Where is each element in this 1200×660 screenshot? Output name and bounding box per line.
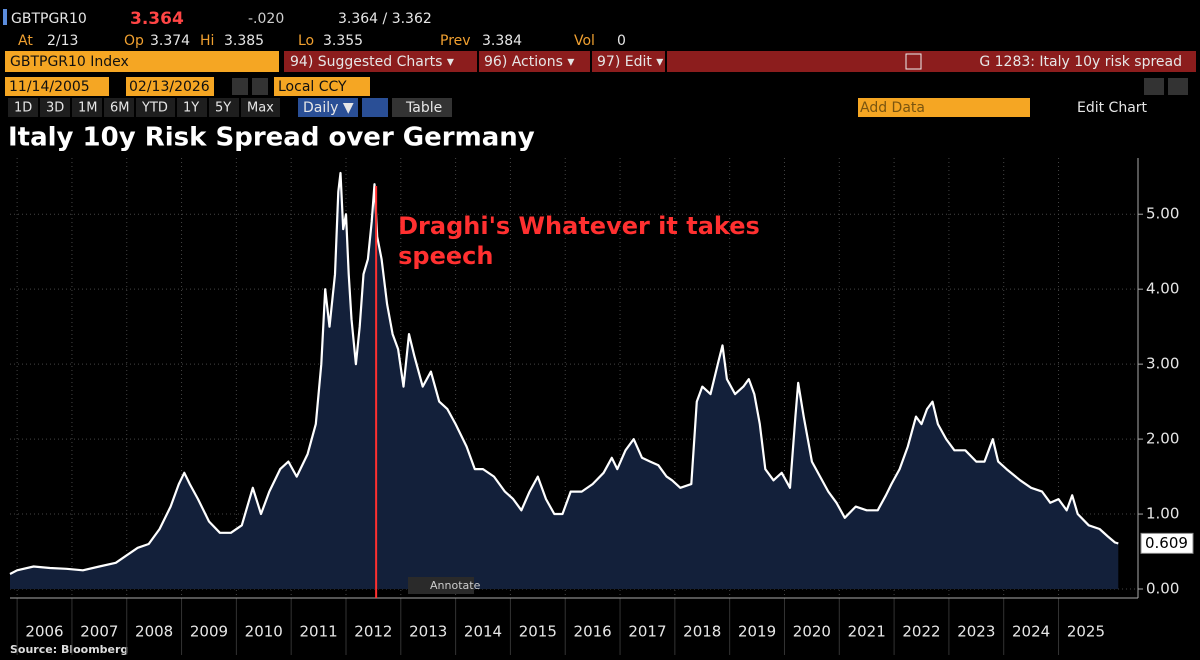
x-tick-label: 2025: [1067, 623, 1105, 641]
start-date-box[interactable]: [5, 77, 109, 96]
bid-ask: 3.364 / 3.362: [338, 11, 432, 27]
table-view[interactable]: Table: [405, 100, 442, 116]
x-tick-label: 2010: [245, 623, 283, 641]
range-box[interactable]: [209, 98, 239, 117]
x-tick-label: 2009: [190, 623, 228, 641]
index-box[interactable]: [5, 51, 279, 72]
stat-label: Op: [124, 33, 144, 49]
frequency-box[interactable]: [298, 98, 358, 117]
y-tick-label: 3.00: [1146, 355, 1179, 373]
x-tick-label: 2023: [957, 623, 995, 641]
add-data-box[interactable]: [858, 98, 1030, 117]
annotation-text: Draghi's Whatever it takes: [398, 212, 760, 240]
range-item[interactable]: 6M: [110, 101, 130, 116]
x-tick-label: 2018: [683, 623, 721, 641]
x-tick-label: 2008: [135, 623, 173, 641]
range-box[interactable]: [40, 98, 70, 117]
stat-value: 3.384: [482, 33, 522, 49]
ticker: GBTPGR10: [11, 11, 87, 27]
annotate-box[interactable]: [408, 577, 474, 594]
y-tick-label: 4.00: [1146, 280, 1179, 298]
stat-value: 2/13: [47, 33, 78, 49]
range-box[interactable]: [241, 98, 280, 117]
prev-button[interactable]: [232, 78, 248, 95]
x-tick-label: 2007: [80, 623, 118, 641]
menu-bar: [284, 51, 1196, 72]
y-tick-label: 0.00: [1146, 580, 1179, 598]
range-item[interactable]: 1Y: [183, 101, 199, 116]
stat-label: Lo: [298, 33, 314, 49]
chart-view-icon[interactable]: [362, 98, 388, 117]
table-box[interactable]: [392, 98, 452, 117]
x-tick-label: 2011: [299, 623, 337, 641]
next-button[interactable]: [252, 78, 268, 95]
range-box[interactable]: [104, 98, 134, 117]
x-tick-label: 2016: [574, 623, 612, 641]
start-date[interactable]: 11/14/2005: [9, 79, 90, 95]
last-value: 0.609: [1145, 534, 1188, 552]
area: [10, 173, 1119, 590]
menu-item[interactable]: 94) Suggested Charts ▾: [290, 54, 454, 70]
undo-button[interactable]: [1144, 78, 1164, 95]
stat-value: 0: [617, 33, 626, 49]
x-tick-label: 2015: [519, 623, 557, 641]
range-item[interactable]: YTD: [141, 101, 168, 116]
x-tick-label: 2019: [738, 623, 776, 641]
currency[interactable]: Local CCY: [278, 79, 347, 95]
stat-label: At: [18, 33, 33, 49]
redo-button[interactable]: [1168, 78, 1188, 95]
menu-item[interactable]: 96) Actions ▾: [484, 54, 574, 70]
stat-value: 3.374: [150, 33, 190, 49]
range-box[interactable]: [177, 98, 207, 117]
stat-label: Hi: [200, 33, 214, 49]
range-item[interactable]: 3D: [46, 101, 64, 116]
launch-icon[interactable]: [905, 53, 922, 70]
stat-label: Vol: [574, 33, 595, 49]
annotate-button[interactable]: Annotate: [430, 579, 481, 592]
x-tick-label: 2022: [902, 623, 940, 641]
x-tick-label: 2006: [25, 623, 63, 641]
x-tick-label: 2012: [354, 623, 392, 641]
stat-value: 3.355: [323, 33, 363, 49]
menu-item[interactable]: 97) Edit ▾: [597, 54, 663, 70]
x-tick-label: 2024: [1012, 623, 1050, 641]
range-box[interactable]: [72, 98, 102, 117]
chart-title: Italy 10y Risk Spread over Germany: [8, 123, 535, 153]
y-tick-label: 5.00: [1146, 205, 1179, 223]
change: -.020: [248, 11, 284, 27]
range-item[interactable]: 1M: [78, 101, 98, 116]
annotation-text: speech: [398, 242, 493, 270]
range-box[interactable]: [136, 98, 175, 117]
currency-box[interactable]: [274, 77, 370, 96]
last-value-box: [1140, 532, 1194, 554]
x-tick-label: 2017: [628, 623, 666, 641]
y-tick-label: 1.00: [1146, 505, 1179, 523]
range-item[interactable]: Max: [247, 101, 274, 116]
edit-chart[interactable]: Edit Chart: [1077, 100, 1148, 116]
stat-label: Prev: [440, 33, 471, 49]
x-tick-label: 2014: [464, 623, 502, 641]
stat-value: 3.385: [224, 33, 264, 49]
frequency[interactable]: Daily ▼: [303, 100, 354, 116]
range-box[interactable]: [8, 98, 38, 117]
chart-ref[interactable]: G 1283: Italy 10y risk spread: [979, 54, 1182, 70]
index-name[interactable]: GBTPGR10 Index: [10, 54, 129, 70]
x-tick-label: 2013: [409, 623, 447, 641]
line: [9, 171, 1119, 575]
x-tick-label: 2021: [848, 623, 886, 641]
y-tick-label: 2.00: [1146, 430, 1179, 448]
last-price: 3.364: [130, 9, 184, 29]
add-data[interactable]: Add Data: [860, 100, 925, 116]
range-item[interactable]: 1D: [14, 101, 32, 116]
x-tick-label: 2020: [793, 623, 831, 641]
ticker-marker: [3, 9, 7, 25]
source: Source: Bloomberg: [10, 643, 128, 656]
end-date-box[interactable]: [126, 77, 214, 96]
range-item[interactable]: 5Y: [215, 101, 231, 116]
end-date[interactable]: 02/13/2026: [129, 79, 210, 95]
